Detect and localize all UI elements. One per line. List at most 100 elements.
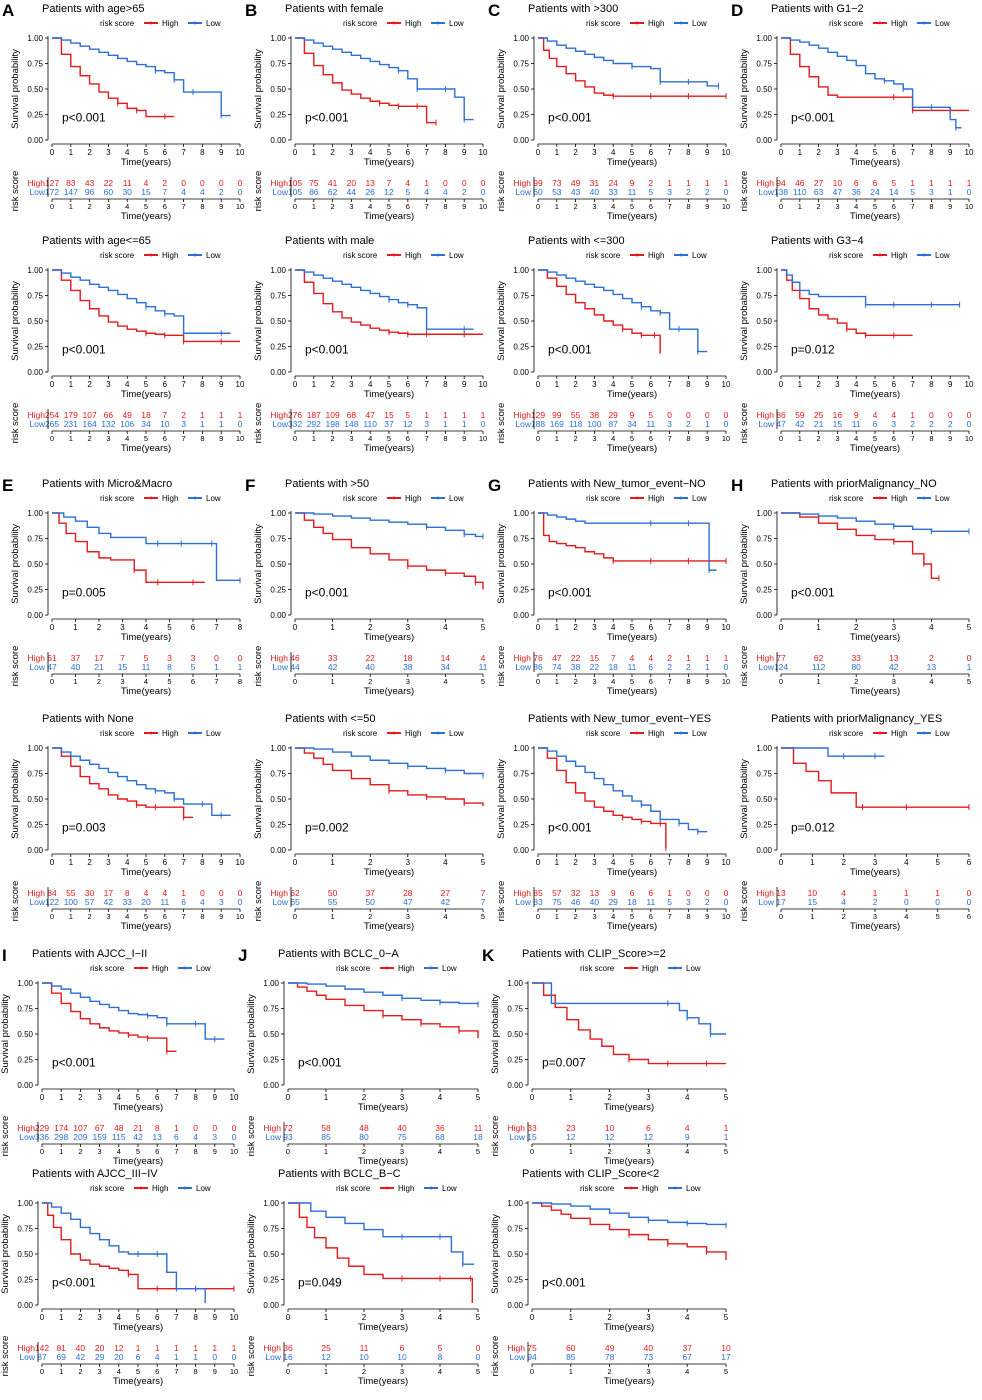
risk-count-low: 63 [814, 187, 824, 197]
risk-table-tick-label: 3 [406, 677, 410, 686]
legend-cross-low: + [679, 494, 684, 503]
x-tick-label: 5 [967, 623, 972, 632]
legend-label-low: Low [935, 19, 950, 28]
risk-count-low: 106 [120, 419, 134, 429]
risk-count-high: 9 [611, 888, 616, 898]
risk-table-tick-label: 10 [479, 202, 487, 211]
risk-count-high: 62 [290, 888, 300, 898]
risk-table-tick-label: 3 [106, 434, 110, 443]
risk-count-high: 0 [724, 410, 729, 420]
y-tick-label: 1.00 [756, 266, 772, 275]
risk-table-tick-label: 4 [368, 434, 372, 443]
x-tick-label: 3 [97, 1093, 102, 1102]
y-tick-label: 0.00 [17, 1301, 33, 1310]
risk-count-high: 1 [174, 1343, 179, 1353]
risk-group-label-low: Low [272, 419, 288, 429]
risk-count-high: 12 [114, 1343, 124, 1353]
risk-count-high: 75 [527, 1343, 537, 1353]
risk-group-label-high: High [18, 1123, 36, 1133]
x-tick-label: 5 [144, 380, 149, 389]
x-tick-label: 4 [125, 380, 130, 389]
x-tick-label: 1 [330, 858, 335, 867]
x-tick-label: 2 [854, 623, 859, 632]
risk-group-label-low: Low [509, 1132, 525, 1142]
risk-table-x-title: Time(years) [358, 1156, 408, 1167]
legend-label-high: High [152, 964, 168, 973]
y-tick-label: 0.00 [17, 1081, 33, 1090]
risk-count-high: 129 [531, 410, 545, 420]
risk-group-label-high: High [271, 653, 289, 663]
legend-title: risk score [343, 251, 378, 260]
x-tick-label: 1 [59, 1313, 64, 1322]
risk-table-tick-label: 4 [685, 1367, 689, 1376]
risk-count-high: 21 [133, 1123, 143, 1133]
risk-count-low: 3 [891, 419, 896, 429]
legend-cross-high: + [878, 19, 883, 28]
x-tick-label: 0 [50, 380, 55, 389]
risk-group-label-low: Low [509, 1352, 525, 1362]
x-axis-title: Time(years) [121, 389, 171, 400]
risk-group-label-high: High [264, 1123, 282, 1133]
risk-table-title: risk score [0, 1336, 11, 1377]
risk-count-high: 13 [776, 888, 786, 898]
risk-count-low: 2 [462, 187, 467, 197]
x-axis-title: Time(years) [364, 157, 414, 168]
x-tick-label: 0 [779, 148, 784, 157]
risk-count-low: 4 [193, 1132, 198, 1142]
x-tick-label: 0 [286, 1093, 291, 1102]
y-tick-label: 0.75 [27, 292, 43, 301]
risk-group-label-high: High [271, 410, 289, 420]
risk-count-high: 1 [873, 888, 878, 898]
legend-cross-low: + [922, 251, 927, 260]
y-tick-label: 0.00 [263, 1301, 279, 1310]
risk-count-high: 0 [193, 1123, 198, 1133]
risk-count-high: 1 [232, 1343, 237, 1353]
risk-count-low: 40 [365, 662, 375, 672]
y-axis-title: Survival probability [739, 759, 750, 839]
risk-count-high: 1 [929, 178, 934, 188]
risk-table-tick-label: 8 [929, 434, 933, 443]
risk-table-tick-label: 5 [476, 1147, 480, 1156]
x-tick-label: 7 [667, 858, 672, 867]
km-curve-high [295, 269, 483, 335]
y-tick-label: 0.25 [17, 1276, 33, 1285]
y-tick-label: 0.00 [507, 1081, 523, 1090]
risk-table-tick-label: 7 [174, 1367, 178, 1376]
x-tick-label: 5 [481, 623, 486, 632]
x-tick-label: 1 [816, 623, 821, 632]
x-tick-label: 9 [948, 380, 953, 389]
risk-table-tick-label: 0 [50, 434, 54, 443]
legend-title: risk score [90, 1184, 125, 1193]
x-tick-label: 5 [630, 858, 635, 867]
risk-table-tick-label: 0 [779, 434, 783, 443]
risk-count-high: 6 [648, 888, 653, 898]
km-curve-low [52, 269, 231, 334]
risk-count-low: 1 [443, 419, 448, 429]
x-tick-label: 10 [236, 148, 245, 157]
x-tick-label: 8 [200, 858, 205, 867]
x-tick-label: 0 [50, 858, 55, 867]
risk-count-low: 2 [686, 419, 691, 429]
x-tick-label: 10 [965, 148, 974, 157]
y-tick-label: 0.50 [756, 560, 772, 569]
risk-table-tick-label: 0 [779, 912, 783, 921]
risk-count-high: 1 [212, 1343, 217, 1353]
x-tick-label: 4 [368, 380, 373, 389]
x-tick-label: 2 [573, 148, 578, 157]
risk-table-tick-label: 3 [592, 202, 596, 211]
x-tick-label: 4 [117, 1093, 122, 1102]
risk-table-title: risk score [739, 171, 750, 212]
risk-count-low: 118 [569, 419, 583, 429]
y-axis-title: Survival probability [253, 524, 264, 604]
risk-table-tick-label: 4 [854, 202, 858, 211]
risk-count-high: 1 [219, 410, 224, 420]
risk-count-high: 73 [552, 178, 562, 188]
risk-table-tick-label: 0 [40, 1147, 44, 1156]
risk-count-high: 4 [891, 410, 896, 420]
x-tick-label: 10 [479, 148, 488, 157]
